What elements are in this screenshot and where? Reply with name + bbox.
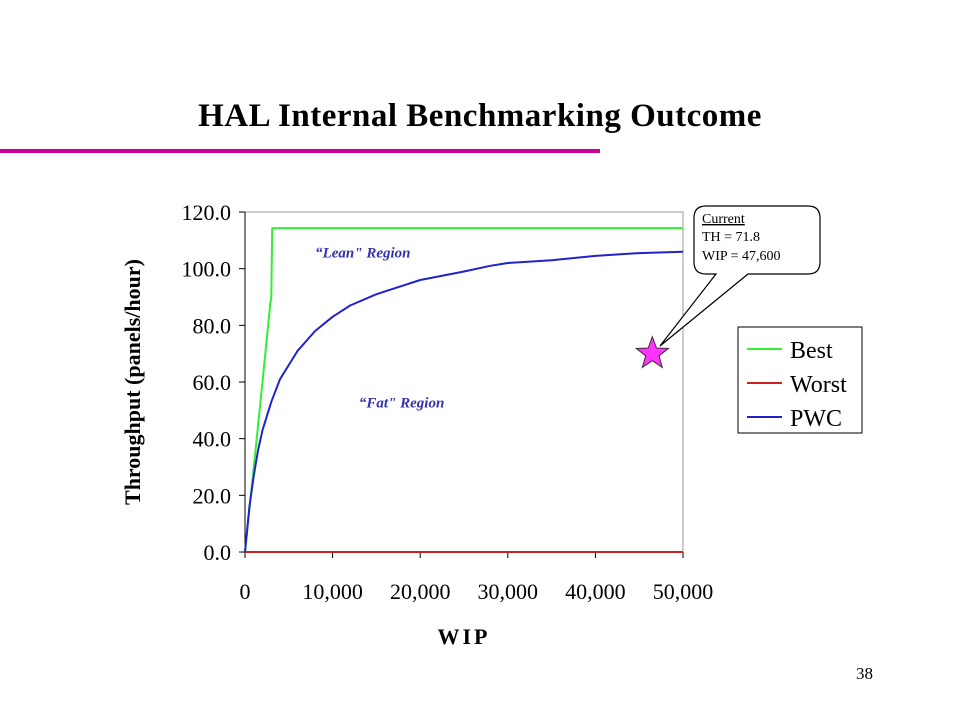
legend-label-pwc: PWC — [790, 406, 842, 432]
region-annotation: “Lean" Region — [315, 245, 410, 261]
y-tick-label: 120.0 — [182, 200, 232, 225]
x-tick-label: 0 — [240, 579, 251, 604]
legend-label-best: Best — [790, 338, 833, 364]
x-axis: 0 10,000 20,000 30,000 40,000 50,000 — [240, 551, 714, 604]
slide-number: 38 — [856, 664, 873, 683]
callout-box — [659, 205, 821, 347]
y-axis: 0.0 20.0 40.0 60.0 80.0 100.0 120.0 — [182, 200, 246, 565]
legend-label-worst: Worst — [790, 372, 847, 398]
series-line-best — [244, 227, 683, 553]
current-callout: Current TH = 71.8 WIP = 47,600 — [659, 205, 821, 347]
annotation-layer: “Lean" Region “Fat" Region — [315, 245, 444, 411]
callout-heading: Current — [702, 212, 745, 227]
region-annotation: “Fat" Region — [359, 396, 444, 412]
y-tick-label: 0.0 — [204, 540, 232, 565]
y-tick-label: 60.0 — [193, 370, 232, 395]
series-line-pwc — [244, 250, 684, 553]
current-point-star-icon — [634, 335, 670, 369]
plot-area — [244, 211, 684, 553]
callout-wip: WIP = 47,600 — [702, 249, 781, 264]
legend: Best Worst PWC — [737, 326, 863, 434]
x-tick-label: 50,000 — [653, 579, 714, 604]
x-tick-label: 30,000 — [478, 579, 539, 604]
y-tick-label: 40.0 — [193, 427, 232, 452]
title-underline — [0, 149, 600, 153]
legend-box — [737, 326, 863, 434]
legend-items: Best Worst PWC — [747, 338, 847, 432]
x-tick-label: 20,000 — [390, 579, 451, 604]
x-tick-label: 10,000 — [302, 579, 363, 604]
slide-title: HAL Internal Benchmarking Outcome — [198, 98, 762, 134]
y-axis-title: Throughput (panels/hour) — [120, 259, 145, 505]
callout-throughput: TH = 71.8 — [702, 230, 760, 245]
x-tick-label: 40,000 — [565, 579, 626, 604]
y-tick-label: 20.0 — [193, 483, 232, 508]
y-tick-label: 100.0 — [182, 257, 232, 282]
series-layer — [244, 227, 684, 553]
current-point-layer — [634, 335, 670, 369]
y-tick-label: 80.0 — [193, 313, 232, 338]
x-axis-title: WIP — [438, 624, 491, 649]
